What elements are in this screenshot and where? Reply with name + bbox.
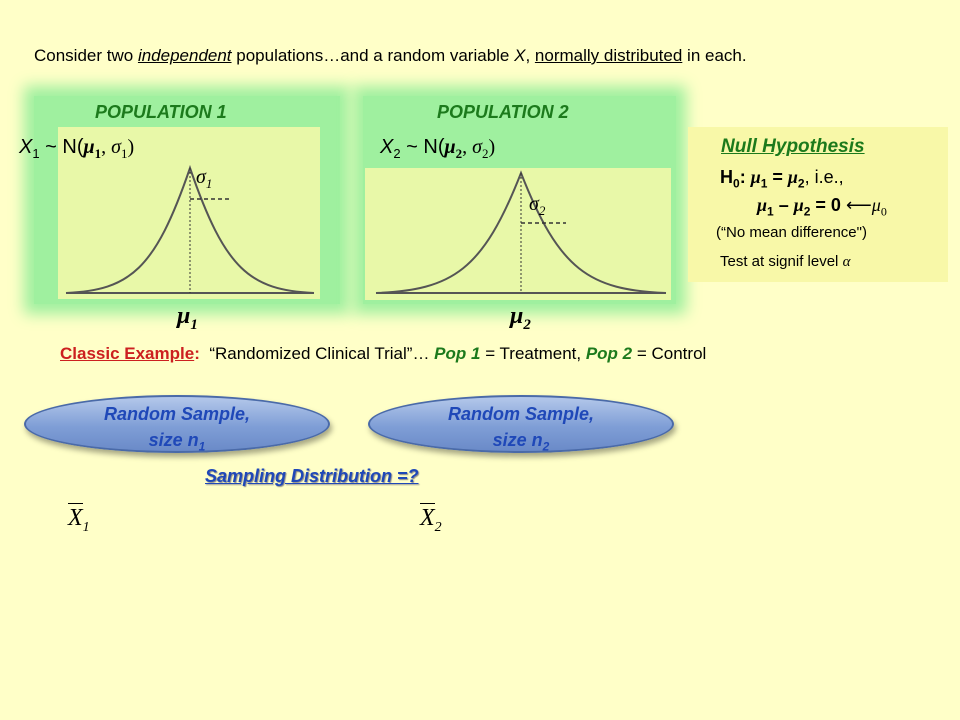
intro-part1: Consider two (34, 46, 138, 65)
left-arrow-icon: ⟵ (845, 195, 872, 215)
p2-curve-sigma-sub: 2 (538, 203, 546, 218)
alpha-symbol: α (842, 254, 851, 270)
p2-x-sub: 2 (393, 146, 401, 161)
p1-comma: , (101, 136, 112, 158)
p1-close: ) (127, 136, 135, 158)
intro-part3: , (525, 46, 535, 65)
p2-close: ) (488, 136, 496, 158)
mu0-sub: 0 (880, 204, 887, 219)
sample1-sub: 1 (198, 439, 206, 454)
diff-eq-zero: = 0 (810, 195, 841, 215)
p1-curve-sigma-sub: 1 (205, 176, 213, 191)
sample2-size: size n (492, 430, 543, 450)
sampling-distribution-question: Sampling Distribution =? (205, 466, 419, 486)
p2-sigma: σ (472, 136, 482, 158)
population1-title: POPULATION 1 (95, 102, 227, 122)
population1-curve-sigma: σ1 (196, 166, 212, 192)
intro-text: Consider two independent populations…and… (34, 46, 747, 66)
population1-bell-curve (65, 164, 315, 294)
sample-mean-2: X2 (420, 503, 442, 536)
population2-distribution: X2 ~ N(μ2, σ2) (380, 136, 495, 162)
p2-mean-symbol: μ (510, 303, 524, 329)
mu0-symbol: μ (871, 195, 881, 215)
p1-mean-sub: 1 (190, 316, 198, 333)
intro-var: X (514, 46, 526, 65)
population2-mean-label: μ2 (510, 303, 531, 334)
population1-mean-label: μ1 (177, 303, 198, 334)
p2-mu: μ (444, 136, 456, 158)
classic-colon: : (194, 344, 200, 363)
h0-mu2-sub: 2 (797, 176, 805, 191)
p1-mu-sub: 1 (94, 146, 102, 161)
population1-curve-panel (58, 127, 320, 299)
p1-x: X (19, 136, 33, 158)
intro-normal: normally distributed (534, 46, 683, 65)
no-mean-difference-note: (“No mean difference") (716, 224, 867, 241)
sample1-line2: size n1 (26, 427, 328, 460)
null-hypothesis-difference: μ1 – μ2 = 0 ⟵μ0 (757, 195, 887, 220)
p1-mean-symbol: μ (177, 303, 191, 329)
p2-sigma-sub: 2 (481, 146, 489, 161)
p1-sigma-sub: 1 (120, 146, 128, 161)
diff-minus: – (773, 195, 794, 215)
population2-bell-curve (375, 170, 667, 294)
classic-label: Classic Example (60, 344, 195, 363)
intro-independent: independent (137, 46, 232, 65)
intro-part2: populations…and a random variable (231, 46, 515, 65)
null-hypothesis-box (688, 127, 948, 282)
population2-title: POPULATION 2 (437, 102, 569, 122)
p1-mu: μ (83, 136, 95, 158)
intro-part4: in each. (682, 46, 747, 65)
xbar1-symbol: X (68, 503, 83, 531)
p1-dist-mid: ~ N( (39, 136, 84, 158)
sample1-size: size n (148, 430, 199, 450)
h0-mu1: μ (750, 167, 761, 187)
null-hypothesis-statement: H0: μ1 = μ2, i.e., (720, 167, 844, 191)
h0-mu2: μ (787, 167, 798, 187)
p1-curve-path (65, 164, 315, 294)
p2-dist-mid: ~ N( (400, 136, 445, 158)
xbar2-sub: 2 (434, 519, 442, 535)
classic-quote: “Randomized Clinical Trial”… (209, 344, 435, 363)
h0-ie: , i.e., (804, 167, 844, 187)
p2-comma: , (462, 136, 473, 158)
level-text: Test at signif level (720, 253, 843, 270)
population2-curve-panel (365, 168, 671, 300)
sample2-line1: Random Sample, (447, 404, 595, 424)
diff-mu1: μ (757, 195, 768, 215)
classic-example-line: Classic Example: “Randomized Clinical Tr… (60, 344, 706, 364)
h0-colon: : (739, 167, 751, 187)
h0-eq: = (767, 167, 788, 187)
xbar2-symbol: X (420, 503, 435, 531)
sample-mean-1: X1 (68, 503, 90, 536)
random-sample-1: Random Sample, size n1 (24, 395, 330, 454)
sample2-sub: 2 (542, 439, 550, 454)
p2-curve-sigma-symbol: σ (529, 193, 539, 215)
p1-sigma: σ (111, 136, 121, 158)
h0-mu1-sub: 1 (760, 176, 768, 191)
h0-sub: 0 (733, 176, 740, 191)
p2-x: X (380, 136, 394, 158)
p1-curve-sigma-symbol: σ (196, 166, 206, 188)
population1-distribution: X1 ~ N(μ1, σ1) (19, 136, 134, 162)
p1-x-sub: 1 (32, 146, 40, 161)
significance-level-note: Test at signif level α (720, 253, 850, 271)
diff-mu2-sub: 2 (803, 204, 811, 219)
p2-mu-sub: 2 (455, 146, 463, 161)
sample1-line1: Random Sample, (103, 404, 251, 424)
random-sample-2: Random Sample, size n2 (368, 395, 674, 454)
h0-h: H (720, 167, 733, 187)
classic-pop2: Pop 2 (585, 344, 633, 363)
p2-mean-sub: 2 (523, 316, 531, 333)
classic-pop1: Pop 1 (434, 344, 481, 363)
diff-mu2: μ (793, 195, 804, 215)
population2-curve-sigma: σ2 (529, 193, 545, 219)
sample2-line2: size n2 (370, 427, 672, 460)
xbar1-sub: 1 (82, 519, 90, 535)
null-hypothesis-title: Null Hypothesis (721, 136, 865, 157)
diff-mu1-sub: 1 (767, 204, 774, 219)
classic-pop2-eq: = Control (632, 344, 707, 363)
classic-pop1-eq: = Treatment, (480, 344, 586, 363)
